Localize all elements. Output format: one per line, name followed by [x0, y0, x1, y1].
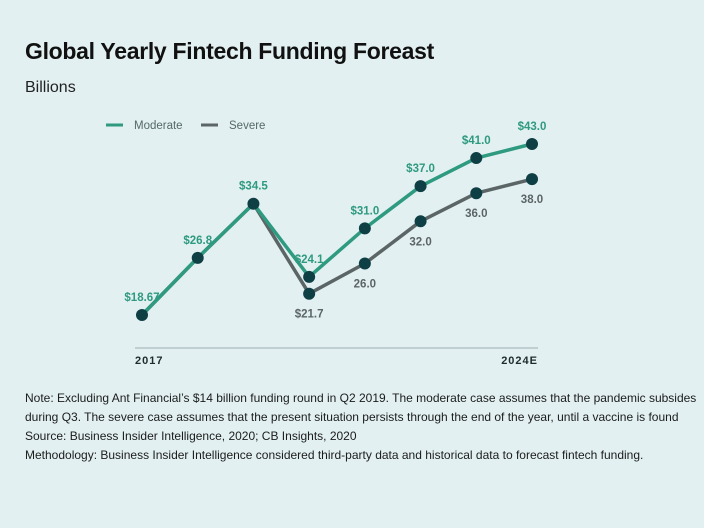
chart-title: Global Yearly Fintech Funding Foreast: [25, 38, 434, 64]
note-line: Note: Excluding Ant Financial’s $14 bill…: [25, 391, 697, 405]
footnotes: Note: Excluding Ant Financial’s $14 bill…: [25, 389, 697, 465]
data-point-moderate: [303, 270, 316, 283]
x-tick-label: 2024E: [501, 355, 538, 367]
data-label-moderate: $43.0: [518, 121, 547, 133]
data-point-moderate: [136, 309, 148, 321]
data-point-severe: [303, 287, 316, 300]
legend-label-severe: Severe: [229, 120, 265, 132]
data-label-moderate: $31.0: [350, 205, 379, 217]
data-point-moderate: [470, 152, 483, 165]
data-label-severe: 38.0: [521, 194, 543, 206]
data-label-moderate: $26.8: [183, 235, 212, 247]
data-point-moderate: [247, 197, 260, 210]
data-point-severe: [414, 215, 427, 228]
note-line: during Q3. The severe case assumes that …: [25, 410, 679, 424]
data-label-severe: 26.0: [354, 278, 376, 290]
data-point-severe: [526, 173, 538, 186]
line-chart: Moderate Severe $18.67 $26.8 $34.5 $24.1 $31.…: [106, 120, 547, 367]
data-point-moderate: [526, 138, 538, 150]
data-point-moderate: [191, 251, 204, 264]
data-label-severe: 32.0: [409, 236, 431, 248]
data-point-moderate: [414, 180, 427, 193]
data-label-moderate: $18.67: [124, 292, 159, 304]
series-line-moderate: [140, 142, 533, 317]
data-label-severe: $21.7: [295, 309, 324, 321]
data-label-moderate: $34.5: [239, 181, 268, 193]
legend-label-moderate: Moderate: [134, 120, 183, 132]
source-line: Source: Business Insider Intelligence, 2…: [25, 429, 357, 443]
data-point-severe: [358, 257, 371, 270]
data-point-moderate: [358, 222, 371, 235]
methodology-line: Methodology: Business Insider Intelligen…: [25, 448, 644, 462]
legend: Moderate Severe: [106, 120, 265, 132]
chart-subtitle: Billions: [25, 79, 76, 96]
data-label-moderate: $41.0: [462, 135, 491, 147]
x-tick-label: 2017: [135, 355, 163, 367]
data-label-moderate: $24.1: [295, 254, 324, 266]
series-line-severe: [140, 177, 533, 317]
data-point-severe: [470, 187, 483, 200]
data-label-severe: 36.0: [465, 208, 487, 220]
data-label-moderate: $37.0: [406, 163, 435, 175]
